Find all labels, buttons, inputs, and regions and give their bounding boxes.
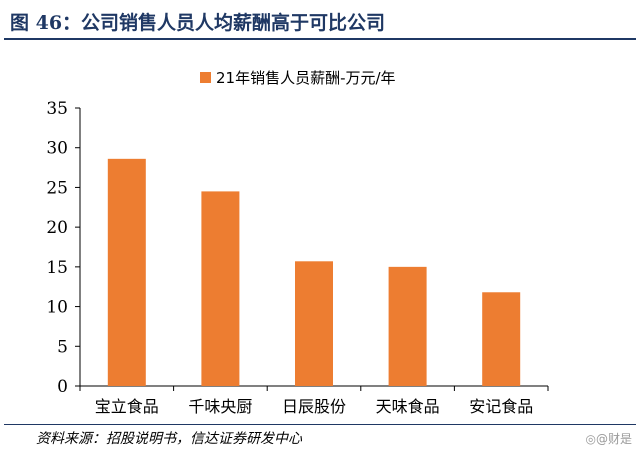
source-note: 资料来源：招股说明书，信达证券研发中心 <box>36 431 302 447</box>
y-tick-label: 0 <box>57 377 68 397</box>
title-divider <box>4 38 636 40</box>
y-tick-label: 30 <box>46 139 68 159</box>
x-tick-label: 千味央厨 <box>188 397 252 416</box>
y-tick-label: 20 <box>46 218 68 238</box>
x-tick-label: 天味食品 <box>376 397 440 416</box>
y-tick-label: 25 <box>46 178 68 198</box>
x-tick-label: 安记食品 <box>469 397 533 416</box>
watermark: ◎@财是 <box>585 432 632 446</box>
bar-chart: 21年销售人员薪酬-万元/年 0 5 10 15 20 25 30 35 宝立食品 千味央厨 日辰… <box>46 69 549 416</box>
legend-swatch <box>200 72 211 83</box>
y-tick-label: 35 <box>46 99 68 119</box>
bar-4 <box>388 266 427 386</box>
legend-label: 21年销售人员薪酬-万元/年 <box>216 69 396 87</box>
bar-5 <box>482 292 521 386</box>
figure-title: 图 46：公司销售人员人均薪酬高于可比公司 <box>10 12 386 34</box>
chart-legend: 21年销售人员薪酬-万元/年 <box>200 69 396 87</box>
x-tick-label: 日辰股份 <box>282 397 346 416</box>
bar-3 <box>295 261 333 386</box>
y-axis-ticks: 0 5 10 15 20 25 30 35 <box>46 99 80 397</box>
chart-bars <box>107 158 521 386</box>
bar-2 <box>201 191 240 386</box>
y-tick-label: 15 <box>46 258 68 278</box>
x-tick-label: 宝立食品 <box>95 397 159 416</box>
figure-header: 图 46：公司销售人员人均薪酬高于可比公司 <box>4 4 636 40</box>
bar-1 <box>107 158 146 386</box>
footer-divider <box>4 424 636 425</box>
x-axis-ticks: 宝立食品 千味央厨 日辰股份 天味食品 安记食品 <box>79 386 549 416</box>
y-tick-label: 10 <box>46 298 68 318</box>
y-tick-label: 5 <box>57 337 68 357</box>
